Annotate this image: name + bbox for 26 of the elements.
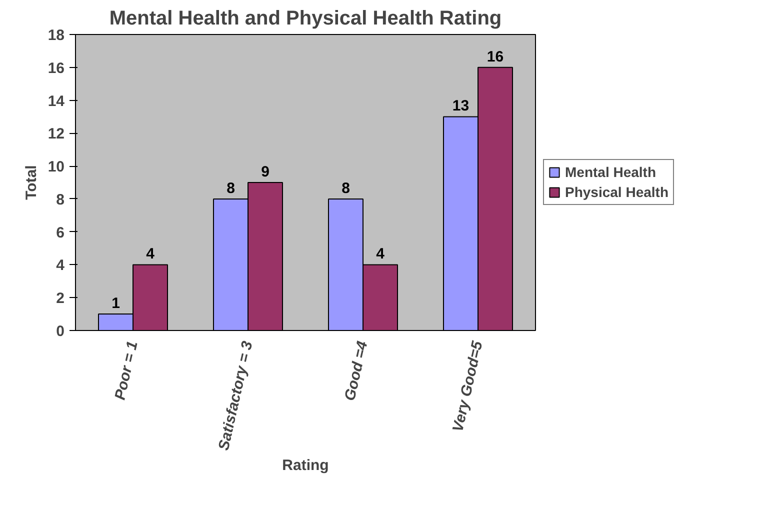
data-label: 4	[146, 246, 156, 263]
data-label: 8	[226, 180, 235, 197]
chart-title: Mental Health and Physical Health Rating	[109, 8, 502, 30]
data-label: 9	[261, 164, 270, 180]
y-axis-title: Total	[22, 165, 40, 200]
y-tick-label: 16	[48, 60, 65, 77]
data-label: 13	[452, 98, 470, 115]
legend-label: Physical Health	[565, 184, 668, 200]
data-label: 1	[112, 295, 120, 312]
x-tick-label: Very Good=5	[449, 338, 486, 434]
y-tick-label: 12	[48, 126, 65, 143]
y-tick-label: 0	[56, 323, 64, 340]
y-tick-label: 10	[48, 158, 65, 176]
y-tick-label: 4	[56, 257, 66, 274]
y-tick-label: 18	[48, 27, 65, 44]
data-label: 4	[376, 246, 386, 263]
y-tick-label: 2	[56, 290, 64, 308]
x-tick-label: Poor = 1	[112, 340, 142, 402]
x-axis-title: Rating	[282, 456, 329, 474]
legend-label: Mental Health	[565, 164, 656, 180]
y-tick-label: 14	[48, 92, 66, 110]
x-tick-label: Good =4	[341, 338, 372, 402]
data-label: 8	[342, 180, 350, 197]
y-tick-label: 6	[56, 224, 64, 242]
y-tick-label: 8	[56, 191, 64, 208]
data-label: 16	[486, 48, 504, 66]
